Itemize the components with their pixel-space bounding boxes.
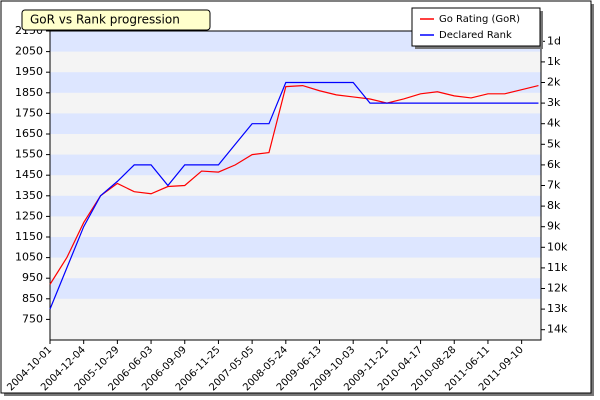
y2-tick-label: 1k: [547, 55, 561, 68]
legend-label: Declared Rank: [439, 30, 512, 41]
y2-tick-label: 8k: [547, 199, 561, 212]
y-tick-label: 850: [22, 292, 43, 305]
title-tab: [21, 9, 211, 31]
y2-tick-label: 14k: [547, 323, 568, 336]
y2-tick-label: 2k: [547, 76, 561, 89]
y-tick-label: 1750: [15, 106, 43, 119]
y-tick-label: 1050: [15, 251, 43, 264]
y-tick-label: 1450: [15, 168, 43, 181]
y-tick-label: 1550: [15, 148, 43, 161]
y2-tick-label: 6k: [547, 158, 561, 171]
series-line: [49, 81, 539, 310]
y-tick-label: 1150: [15, 230, 43, 243]
y-tick-label: 1250: [15, 209, 43, 222]
y-tick-label: 950: [22, 271, 43, 284]
series-line: [49, 84, 539, 285]
y-tick-label: 750: [22, 312, 43, 325]
legend-box: [411, 7, 541, 47]
y2-tick-label: 5k: [547, 137, 561, 150]
grid-band: [50, 237, 541, 258]
y2-tick-label: 3k: [547, 96, 561, 109]
y-tick-label: 1650: [15, 127, 43, 140]
y2-tick-label: 9k: [547, 220, 561, 233]
chart-title: GoR vs Rank progression: [30, 13, 180, 27]
y2-tick-label: 10k: [547, 240, 568, 253]
grid-band: [50, 113, 541, 134]
y-tick-label: 1850: [15, 86, 43, 99]
legend-label: Go Rating (GoR): [439, 14, 520, 25]
y2-tick-label: 4k: [547, 117, 561, 130]
grid-band: [50, 195, 541, 217]
plot-border: [49, 30, 542, 341]
y2-tick-label: 1d: [547, 34, 561, 47]
y-tick-label: 2050: [15, 45, 43, 58]
y-tick-label: 1350: [15, 189, 43, 202]
grid-band: [50, 154, 541, 176]
y2-tick-label: 13k: [547, 302, 568, 315]
y-tick-label: 1950: [15, 65, 43, 78]
grid-band: [50, 278, 541, 299]
y2-tick-label: 7k: [547, 179, 561, 192]
legend: Go Rating (GoR) Declared Rank: [411, 7, 543, 49]
y2-tick-label: 12k: [547, 282, 568, 295]
y2-tick-label: 11k: [547, 261, 568, 274]
